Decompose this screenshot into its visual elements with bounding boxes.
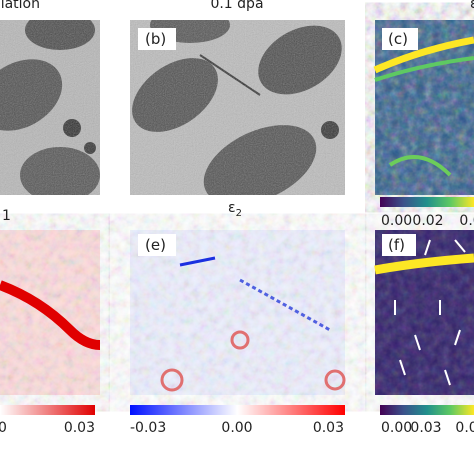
title-sub: 2 [236,208,242,219]
map-d [0,230,101,395]
colorbar-tick-label: 0.03 [64,420,95,436]
micrograph-a [0,20,100,195]
colorbar-tick-label: 0.00 [221,420,252,436]
label-box [382,234,416,256]
panel-title: ε2 [228,200,242,219]
colorbar-tick-label: 0.04 [459,213,474,229]
label-box [138,28,176,50]
colorbar-tick-label: 0.00 [381,420,412,436]
colorbar-tick-label: 0.03 [313,420,344,436]
label-box [138,234,176,256]
colorbar-tick-label: 0.02 [412,213,443,229]
colorbar-tick-label: 0.06 [455,420,474,436]
colorbar [380,197,474,207]
panel-title: adiation [0,0,40,12]
panel-label: (f) [388,236,405,254]
panel-title: 0.1 dpa [210,0,263,12]
title-main: ε [228,200,236,216]
colorbar-tick-label: 0 [0,420,7,436]
panel-label: (c) [388,30,408,48]
panel-label: (e) [145,236,166,254]
colorbar [0,405,95,415]
label-box [382,28,418,50]
colorbar-tick-label: 0.03 [410,420,441,436]
panel-label: (b) [145,30,166,48]
panel-title: ε [470,0,474,12]
colorbar-tick-label: 0.00 [381,213,412,229]
map-e [130,230,346,395]
colorbar-tick-label: -0.03 [130,420,166,436]
colorbar [380,405,474,415]
panel-title-sub: 1 [2,208,11,224]
map-f [374,230,474,395]
colorbar [130,405,345,415]
